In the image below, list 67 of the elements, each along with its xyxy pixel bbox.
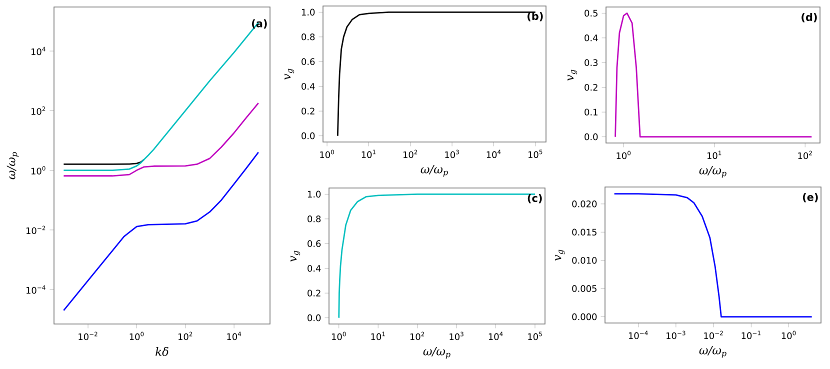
y-tick-label: 0.005 (572, 285, 596, 292)
y-tick-label: 10$^{−4}$ (26, 285, 46, 294)
y-tick-label: 0.0 (308, 314, 321, 322)
x-tick-label: 10$^{5}$ (528, 150, 542, 158)
x-tick-label: 10$^{2}$ (410, 332, 424, 340)
x-tick-label: 10$^{5}$ (528, 332, 542, 340)
x-axis-title: ω/ω$_{p}$ (420, 164, 448, 177)
x-tick-label: 10$^{−4}$ (628, 330, 648, 340)
x-tick-label: 10$^{2}$ (798, 150, 812, 160)
x-tick-label: 10$^{2}$ (178, 332, 192, 340)
annotation: (c) (528, 194, 542, 204)
y-tick-label: 0.2 (584, 84, 598, 91)
y-tick-label: 0.2 (302, 108, 314, 114)
x-axis-title: ω/ω$_{p}$ (699, 346, 726, 358)
y-tick-label: 0.020 (572, 200, 597, 208)
x-tick-label: 10$^{−2}$ (704, 330, 723, 340)
y-tick-label: 0.4 (302, 82, 315, 90)
y-tick-label: 0.2 (308, 290, 320, 296)
y-tick-label: 10$^{−2}$ (26, 226, 46, 234)
annotation: (e) (802, 192, 818, 202)
y-tick-label: 0.4 (584, 34, 598, 42)
y-tick-label: 10$^{2}$ (32, 106, 46, 115)
y-axis-title: ω/ω$_{p}$ (6, 152, 19, 180)
x-tick-label: 10$^{0}$ (130, 332, 144, 340)
y-tick-label: 0.8 (302, 34, 315, 40)
x-tick-label: 10$^{0}$ (782, 330, 796, 340)
x-tick-label: 10$^{1}$ (707, 150, 722, 160)
y-tick-label: 0.1 (584, 108, 598, 116)
y-tick-label: 0.010 (572, 256, 597, 264)
y-tick-label: 10$^{4}$ (32, 46, 46, 56)
x-tick-label: 10$^{−1}$ (742, 330, 760, 340)
y-tick-label: 1.0 (302, 8, 315, 16)
annotation: (b) (528, 12, 543, 22)
x-tick-label: 10$^{0}$ (332, 332, 346, 340)
x-tick-label: 10$^{−3}$ (666, 330, 686, 340)
x-tick-label: 10$^{0}$ (616, 150, 631, 160)
y-tick-label: 0.000 (572, 313, 597, 320)
y-tick-label: 1.0 (308, 190, 321, 198)
x-axis-title: ω/ω$_{p}$ (423, 346, 450, 359)
annotation: (a) (252, 19, 267, 29)
y-tick-label: 0.6 (302, 58, 315, 66)
y-tick-label: 0.5 (584, 10, 598, 17)
y-tick-label: 0.015 (572, 228, 596, 236)
y-tick-label: 0.6 (308, 240, 321, 248)
y-axis-title: v$_{g}$ (284, 68, 294, 80)
y-tick-label: 0.3 (584, 59, 598, 66)
y-tick-label: 0.4 (308, 264, 321, 272)
x-tick-label: 10$^{−2}$ (78, 332, 98, 340)
x-tick-label: 10$^{3}$ (450, 332, 464, 340)
x-tick-label: 10$^{0}$ (320, 150, 334, 158)
x-tick-label: 10$^{4}$ (227, 332, 242, 340)
y-axis-title: v$_{g}$ (290, 250, 300, 262)
y-tick-label: 0.0 (302, 132, 315, 140)
x-axis-title: ω/ω$_{p}$ (699, 166, 726, 178)
y-axis-title: v$_{g}$ (555, 250, 565, 261)
x-tick-label: 10$^{2}$ (404, 150, 418, 158)
y-tick-label: 0.8 (308, 216, 321, 222)
y-axis-title: v$_{g}$ (568, 70, 578, 81)
x-axis-title: kδ (156, 346, 168, 356)
x-tick-label: 10$^{4}$ (488, 332, 503, 340)
x-tick-label: 10$^{4}$ (486, 150, 501, 158)
x-tick-label: 10$^{3}$ (445, 150, 459, 158)
y-tick-label: 0.0 (584, 133, 598, 140)
y-tick-label: 10$^{0}$ (32, 166, 46, 174)
x-tick-label: 10$^{1}$ (371, 332, 385, 340)
annotation: (d) (802, 12, 817, 22)
x-tick-label: 10$^{1}$ (362, 150, 376, 158)
